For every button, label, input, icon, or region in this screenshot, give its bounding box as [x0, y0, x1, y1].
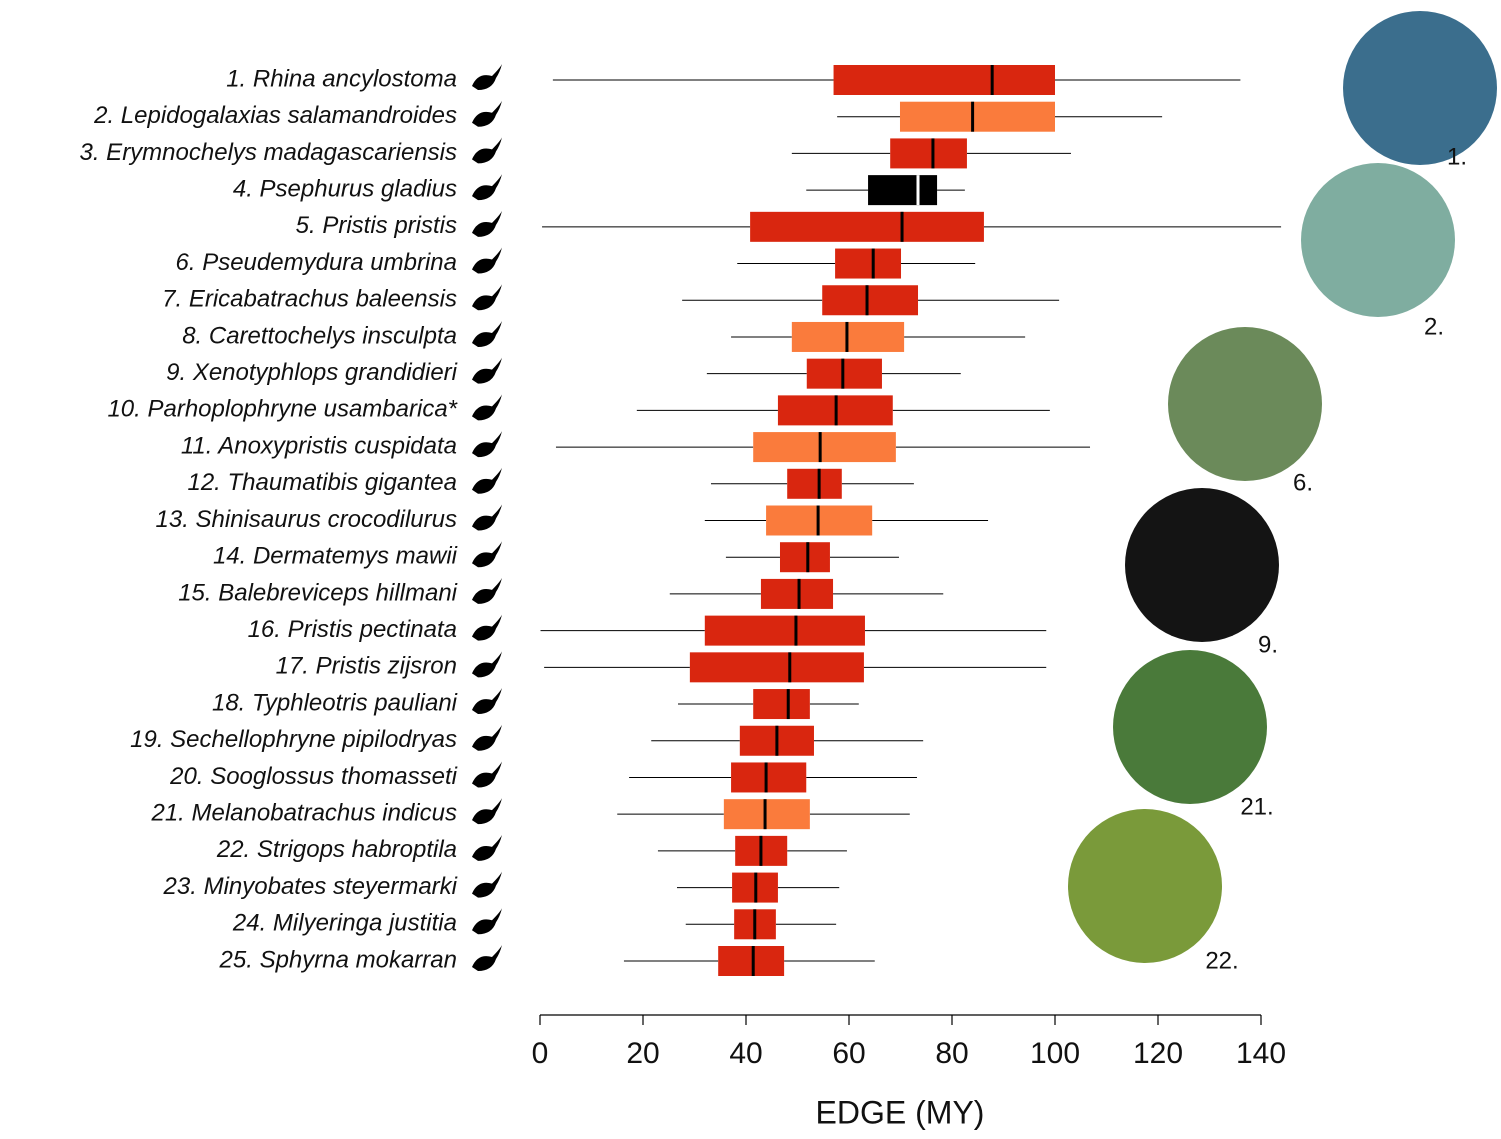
species-label: 19. Sechellophryne pipilodryas — [130, 726, 457, 753]
x-tick-label: 120 — [1133, 1037, 1183, 1070]
x-tick-label: 60 — [832, 1037, 865, 1070]
box — [833, 65, 1055, 95]
species-label: 14. Dermatemys mawii — [213, 543, 458, 570]
species-photo — [1113, 650, 1267, 804]
box — [822, 285, 919, 316]
x-axis-title: EDGE (MY) — [816, 1094, 985, 1130]
species-label: 2. Lepidogalaxias salamandroides — [93, 102, 457, 129]
species-label: 18. Typhleotris pauliani — [212, 689, 458, 716]
x-tick-label: 0 — [532, 1037, 549, 1070]
taxon-icon — [472, 761, 502, 788]
box — [753, 432, 896, 463]
taxon-icon — [472, 174, 502, 201]
x-tick-label: 40 — [729, 1037, 762, 1070]
taxon-icon — [472, 724, 502, 751]
taxon-icon — [472, 577, 502, 604]
taxon-icon — [472, 871, 502, 898]
taxon-icon — [472, 688, 502, 715]
species-label: 8. Carettochelys insculpta — [182, 322, 457, 349]
species-label: 25. Sphyrna mokarran — [219, 946, 457, 973]
box — [899, 101, 1055, 132]
species-label: 9. Xenotyphlops grandidieri — [166, 359, 458, 386]
taxon-icon — [472, 541, 502, 568]
taxon-icon — [472, 614, 502, 641]
box — [750, 211, 984, 242]
species-label: 24. Milyeringa justitia — [232, 910, 457, 937]
species-label: 20. Sooglossus thomasseti — [169, 763, 457, 790]
species-photo — [1125, 488, 1279, 642]
species-label: 10. Parhoplophryne usambarica* — [107, 396, 457, 423]
taxon-icon — [472, 320, 502, 347]
photo-label: 21. — [1240, 793, 1273, 820]
taxon-icon — [472, 357, 502, 384]
box — [779, 542, 830, 573]
species-label: 4. Psephurus gladius — [233, 175, 457, 202]
box — [704, 615, 865, 646]
taxon-icon — [472, 137, 502, 164]
x-tick-label: 100 — [1030, 1037, 1080, 1070]
taxon-icon — [472, 64, 502, 90]
species-label: 5. Pristis pristis — [296, 212, 457, 239]
taxon-icon — [472, 210, 502, 237]
taxon-icon — [472, 945, 502, 971]
taxon-icon — [472, 284, 502, 311]
species-photo — [1343, 11, 1497, 165]
species-photo — [1068, 809, 1222, 963]
taxon-icon — [472, 651, 502, 678]
photo-label: 2. — [1424, 313, 1444, 340]
photo-label: 1. — [1447, 143, 1467, 170]
species-label: 22. Strigops habroptila — [216, 836, 457, 863]
taxon-icon — [472, 908, 502, 935]
species-label: 11. Anoxypristis cuspidata — [181, 432, 457, 459]
taxon-icon — [472, 431, 502, 458]
species-label: 6. Pseudemydura umbrina — [176, 249, 457, 276]
box — [731, 762, 807, 793]
x-tick-label: 80 — [935, 1037, 968, 1070]
species-label: 13. Shinisaurus crocodilurus — [156, 506, 458, 533]
species-label: 7. Ericabatrachus baleensis — [162, 286, 457, 313]
taxon-icon — [472, 394, 502, 421]
taxon-icon — [472, 467, 502, 494]
taxon-icon — [472, 100, 502, 127]
photo-label: 9. — [1258, 631, 1278, 658]
species-label: 15. Balebreviceps hillmani — [178, 579, 457, 606]
box — [890, 138, 967, 169]
x-tick-label: 20 — [626, 1037, 659, 1070]
photo-label: 22. — [1205, 947, 1238, 974]
box — [787, 468, 842, 499]
box — [806, 358, 882, 389]
box — [723, 799, 810, 830]
taxon-icon — [472, 247, 502, 274]
species-label: 16. Pristis pectinata — [248, 616, 457, 643]
taxon-icon — [472, 834, 502, 861]
box — [689, 652, 864, 683]
taxon-icon — [472, 798, 502, 825]
taxon-icon — [472, 504, 502, 531]
species-label: 21. Melanobatrachus indicus — [150, 800, 457, 827]
box — [760, 578, 834, 609]
species-label: 1. Rhina ancylostoma — [226, 65, 457, 92]
photo-label: 6. — [1293, 469, 1313, 496]
species-label: 3. Erymnochelys madagascariensis — [80, 139, 458, 166]
species-label: 23. Minyobates steyermarki — [163, 873, 458, 900]
box — [753, 689, 810, 720]
box — [868, 175, 938, 206]
species-label: 17. Pristis zijsron — [276, 653, 457, 680]
box — [835, 248, 902, 279]
x-tick-label: 140 — [1236, 1037, 1286, 1070]
species-photo — [1168, 327, 1322, 481]
box — [718, 946, 785, 976]
species-label: 12. Thaumatibis gigantea — [187, 469, 457, 496]
species-photo — [1301, 163, 1455, 317]
